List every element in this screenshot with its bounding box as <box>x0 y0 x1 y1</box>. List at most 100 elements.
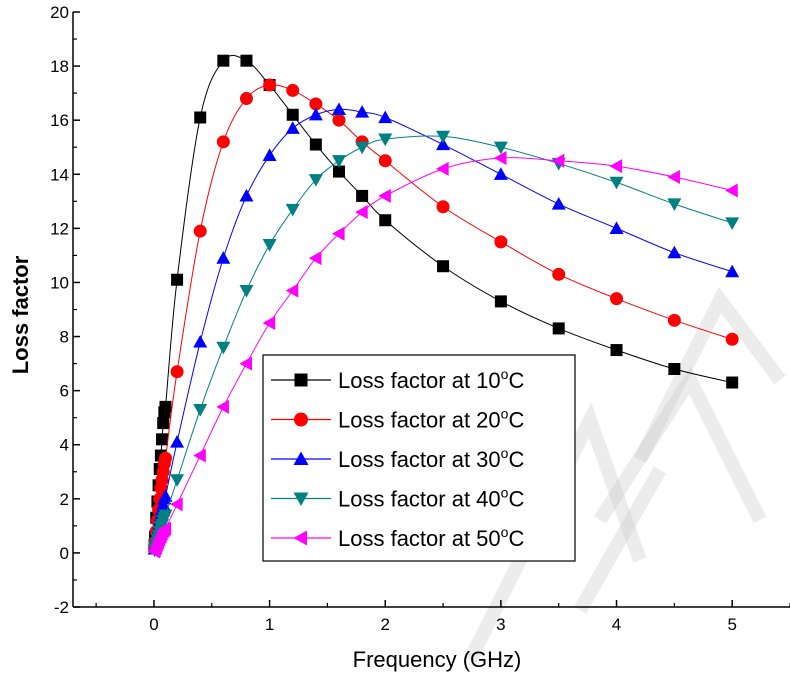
y-tick-label: 6 <box>60 382 69 401</box>
y-tick-label: 4 <box>60 436 69 455</box>
y-tick-label: 18 <box>50 57 69 76</box>
y-tick-label: 0 <box>60 544 69 563</box>
data-point <box>494 295 507 308</box>
data-point <box>379 214 392 227</box>
data-point <box>551 153 565 168</box>
data-point <box>159 451 173 465</box>
x-tick-label: 1 <box>265 615 274 634</box>
legend-label: Loss factor at 50oC <box>338 524 524 551</box>
data-point <box>286 83 300 97</box>
y-tick-label: -2 <box>54 598 69 617</box>
data-point <box>286 108 299 121</box>
y-tick-label: 20 <box>50 3 69 22</box>
data-point <box>609 159 623 174</box>
data-point <box>378 133 393 147</box>
data-point <box>216 251 231 264</box>
data-point <box>159 400 172 413</box>
data-point <box>667 169 680 184</box>
data-point <box>493 141 508 155</box>
data-point <box>285 203 300 217</box>
data-point <box>436 137 451 151</box>
data-point <box>239 356 253 371</box>
data-point <box>667 313 681 327</box>
data-point <box>262 316 276 331</box>
data-point <box>293 530 307 546</box>
data-point <box>293 492 309 506</box>
data-point <box>193 448 206 463</box>
data-point <box>216 135 230 149</box>
data-point <box>332 113 346 127</box>
data-point <box>494 235 508 249</box>
data-point <box>158 509 173 523</box>
data-point <box>609 221 624 234</box>
data-point <box>378 188 391 203</box>
data-point <box>193 224 207 238</box>
data-point <box>725 264 740 278</box>
y-tick-label: 12 <box>50 219 69 238</box>
data-point <box>331 102 346 115</box>
x-tick-label: 3 <box>496 615 505 634</box>
data-point <box>308 251 322 266</box>
data-point <box>551 197 566 210</box>
data-point <box>239 188 254 202</box>
y-axis-title: Loss factor <box>8 255 33 374</box>
data-point <box>331 155 346 168</box>
x-tick-label: 4 <box>612 615 621 634</box>
data-point <box>355 141 370 155</box>
legend-label: Loss factor at 20oC <box>338 406 524 433</box>
legend-item: Loss factor at 20oC <box>271 406 524 433</box>
data-point <box>725 332 739 346</box>
x-tick-label: 0 <box>149 615 158 634</box>
y-tick-label: 16 <box>50 111 69 130</box>
data-point <box>610 344 623 357</box>
legend-box <box>262 354 576 562</box>
data-point <box>726 376 739 389</box>
legend-item: Loss factor at 30oC <box>271 445 524 472</box>
data-point <box>378 154 392 168</box>
data-point <box>262 148 277 161</box>
data-point <box>378 110 393 124</box>
data-point <box>194 111 207 124</box>
x-axis-title: Frequency (GHz) <box>353 647 522 672</box>
y-tick-label: 8 <box>60 328 69 347</box>
watermark <box>463 286 786 664</box>
data-point <box>193 334 208 348</box>
data-point <box>293 451 309 465</box>
data-point <box>239 92 253 106</box>
data-point <box>552 267 566 281</box>
data-point <box>356 189 369 202</box>
data-point <box>667 198 682 212</box>
data-point <box>285 283 299 298</box>
data-point <box>725 183 738 198</box>
legend-item: Loss factor at 10oC <box>271 366 524 393</box>
legend-item: Loss factor at 50oC <box>271 524 524 551</box>
data-point <box>262 238 277 252</box>
data-point <box>436 130 451 144</box>
data-point <box>239 284 254 298</box>
data-point <box>610 292 624 306</box>
data-point <box>552 322 565 335</box>
data-point <box>294 373 308 387</box>
data-point <box>263 78 277 92</box>
y-tick-label: 14 <box>50 165 69 184</box>
data-point <box>308 174 323 187</box>
data-point <box>355 205 368 220</box>
data-point <box>309 138 322 151</box>
data-point <box>156 433 169 446</box>
data-point <box>216 341 231 355</box>
data-point <box>493 151 507 166</box>
data-point <box>170 474 185 487</box>
data-point <box>436 161 449 176</box>
data-point <box>436 200 450 214</box>
data-point <box>158 521 172 536</box>
data-point <box>667 245 682 259</box>
data-point <box>285 121 300 134</box>
data-point <box>725 217 740 230</box>
data-point <box>217 54 230 67</box>
data-point <box>609 176 624 190</box>
data-point <box>355 105 370 118</box>
series-2 <box>148 78 739 554</box>
